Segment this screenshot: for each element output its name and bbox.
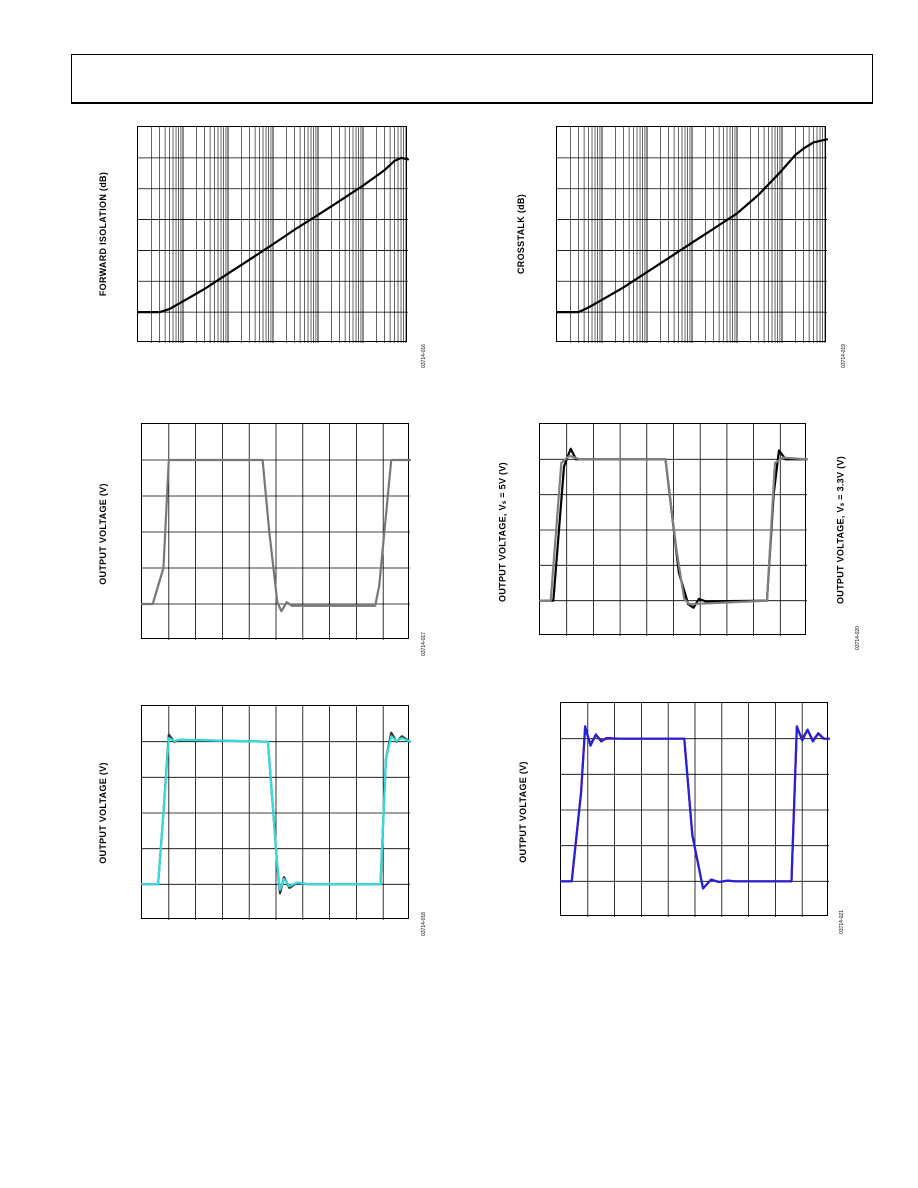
page-header-frame xyxy=(71,54,873,104)
grid-c1 xyxy=(138,127,408,343)
output-voltage-y-axis-label-1: OUTPUT VOLTAGE (V) xyxy=(98,483,108,585)
figure-id-c4: 03714-020 xyxy=(855,626,861,650)
forward-isolation-chart xyxy=(136,126,410,343)
series-line-c5-0 xyxy=(140,731,412,895)
figure-id-c3: 03714-017 xyxy=(421,632,427,656)
output-voltage-3v3-y-axis-label: OUTPUT VOLTAGE, Vₛ = 3.3V (V) xyxy=(835,456,846,604)
output-voltage-chart-3 xyxy=(559,702,831,917)
figure-id-c6: 03714-021 xyxy=(839,910,845,934)
crosstalk-y-axis-label: CROSSTALK (dB) xyxy=(516,193,526,275)
series-line-c3-0 xyxy=(140,458,412,613)
output-voltage-plot-2 xyxy=(140,706,412,920)
output-voltage-plot-3 xyxy=(559,703,831,917)
output-voltage-5v-y-axis-label: OUTPUT VOLTAGE, Vₛ = 5V (V) xyxy=(497,462,508,602)
series-line-c4-1 xyxy=(538,454,809,606)
grid-c2 xyxy=(557,127,827,343)
output-voltage-chart-1 xyxy=(140,423,412,640)
output-voltage-plot-1 xyxy=(140,424,412,640)
output-voltage-chart-2 xyxy=(140,705,412,920)
series-line-c1-0 xyxy=(136,156,410,314)
crosstalk-chart xyxy=(555,126,829,343)
series-line-c5-1 xyxy=(140,735,412,891)
output-voltage-y-axis-label-2: OUTPUT VOLTAGE (V) xyxy=(98,762,108,864)
series-line-c6-1 xyxy=(559,725,831,890)
grid-c6 xyxy=(561,703,829,917)
forward-isolation-y-axis-label: FORWARD ISOLATION (dB) xyxy=(98,171,108,297)
figure-id-c2: 03714-019 xyxy=(841,344,847,368)
figure-id-c1: 03714-016 xyxy=(421,344,427,368)
crosstalk-plot xyxy=(555,127,829,343)
output-voltage-dual-supply-plot xyxy=(538,424,809,636)
series-line-c2-0 xyxy=(555,138,829,314)
figure-id-c5: 03714-018 xyxy=(421,912,427,936)
forward-isolation-plot xyxy=(136,127,410,343)
series-line-c4-0 xyxy=(538,447,809,609)
grid-c5 xyxy=(142,706,410,920)
output-voltage-y-axis-label-3: OUTPUT VOLTAGE (V) xyxy=(518,761,528,863)
grid-c3 xyxy=(142,424,410,640)
output-voltage-dual-supply-chart xyxy=(538,423,809,636)
